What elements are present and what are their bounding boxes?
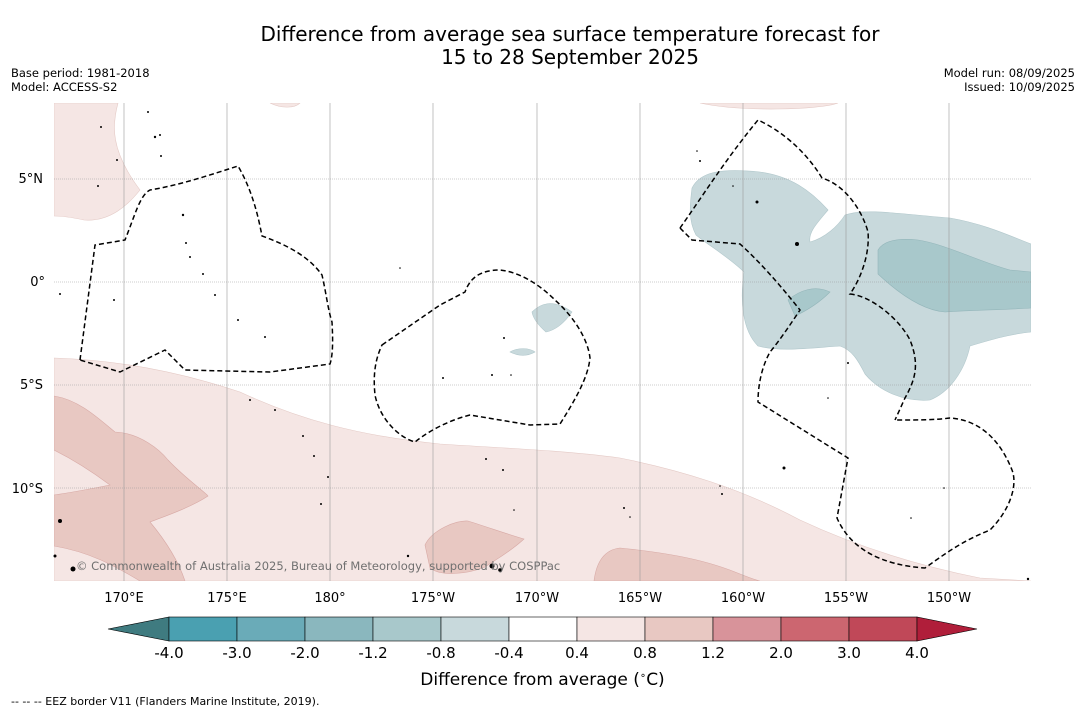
colorbar-extend-max bbox=[916, 616, 978, 642]
colorbar-segment bbox=[848, 616, 918, 642]
eez-border-central bbox=[373, 269, 591, 443]
colorbar-segment bbox=[712, 616, 782, 642]
colorbar-tick-label: -0.4 bbox=[494, 644, 524, 662]
colorbar-segment bbox=[440, 616, 510, 642]
colorbar-extend-min bbox=[107, 616, 170, 642]
eez-border-east-loop bbox=[679, 227, 1015, 569]
colorbar-tick-label: 0.4 bbox=[565, 644, 589, 662]
lat-label-5n: 5°N bbox=[19, 172, 44, 187]
lat-label-0: 0° bbox=[30, 275, 45, 290]
colorbar-tick-label: -1.2 bbox=[358, 644, 388, 662]
colorbar-segment bbox=[508, 616, 578, 642]
anomaly-fill-layer bbox=[54, 103, 1031, 581]
cool-anomaly-patch-central bbox=[509, 303, 573, 356]
colorbar-tick-label: 4.0 bbox=[905, 644, 929, 662]
colorbar-tick-label: 3.0 bbox=[837, 644, 861, 662]
colorbar-segment bbox=[644, 616, 714, 642]
lon-label-150w: 150°W bbox=[927, 591, 971, 606]
colorbar-segment bbox=[576, 616, 646, 642]
eez-border-legend: -- -- -- EEZ border V11 (Flanders Marine… bbox=[11, 695, 320, 708]
eez-border-northeast bbox=[679, 119, 917, 421]
lon-label-170w: 170°W bbox=[515, 591, 559, 606]
lon-label-180: 180° bbox=[314, 591, 345, 606]
cool-anomaly-core-east bbox=[787, 239, 1031, 317]
lat-label-5s: 5°S bbox=[20, 378, 43, 393]
colorbar-tick-label: 1.2 bbox=[701, 644, 725, 662]
lat-label-10s: 10°S bbox=[12, 482, 43, 497]
warm-anomaly-region-south bbox=[54, 357, 1031, 581]
colorbar-segment bbox=[168, 616, 238, 642]
lon-label-175w: 175°W bbox=[411, 591, 455, 606]
warm-anomaly-region-nw bbox=[54, 103, 141, 221]
warm-anomaly-core-west bbox=[54, 395, 209, 581]
copyright-notice: © Commonwealth of Australia 2025, Bureau… bbox=[76, 559, 560, 573]
cool-anomaly-region-east bbox=[689, 170, 1031, 401]
colorbar-tick-label: -3.0 bbox=[222, 644, 252, 662]
lon-label-160w: 160°W bbox=[721, 591, 765, 606]
colorbar bbox=[107, 616, 978, 642]
base-period: Base period: 1981-2018 bbox=[11, 66, 150, 80]
graticule bbox=[54, 103, 1031, 581]
colorbar-tick-label: -2.0 bbox=[290, 644, 320, 662]
colorbar-tick-label: 2.0 bbox=[769, 644, 793, 662]
island-specks bbox=[53, 111, 1030, 581]
colorbar-tick-label: -4.0 bbox=[154, 644, 184, 662]
colorbar-tick-label: -0.8 bbox=[426, 644, 456, 662]
colorbar-title: Difference from average (∘C) bbox=[420, 670, 665, 690]
eez-border-west bbox=[79, 165, 334, 373]
eez-borders bbox=[79, 119, 1015, 569]
lon-label-175e: 175°E bbox=[207, 591, 247, 606]
lon-label-170e: 170°E bbox=[104, 591, 144, 606]
warm-anomaly-core-central bbox=[424, 520, 525, 574]
warm-anomaly-core-east bbox=[593, 547, 761, 581]
colorbar-tick-label: 0.8 bbox=[633, 644, 657, 662]
issued-date: Issued: 10/09/2025 bbox=[964, 80, 1075, 94]
colorbar-segment bbox=[304, 616, 374, 642]
map-title-line1: Difference from average sea surface temp… bbox=[260, 22, 880, 46]
model-name: Model: ACCESS-S2 bbox=[11, 80, 118, 94]
colorbar-segment bbox=[780, 616, 850, 642]
colorbar-segment bbox=[236, 616, 306, 642]
lon-label-165w: 165°W bbox=[618, 591, 662, 606]
map-title-line2: 15 to 28 September 2025 bbox=[441, 45, 699, 69]
colorbar-segment bbox=[372, 616, 442, 642]
warm-anomaly-region-north-strip bbox=[269, 103, 839, 110]
lon-label-155w: 155°W bbox=[824, 591, 868, 606]
model-run: Model run: 08/09/2025 bbox=[943, 66, 1075, 80]
